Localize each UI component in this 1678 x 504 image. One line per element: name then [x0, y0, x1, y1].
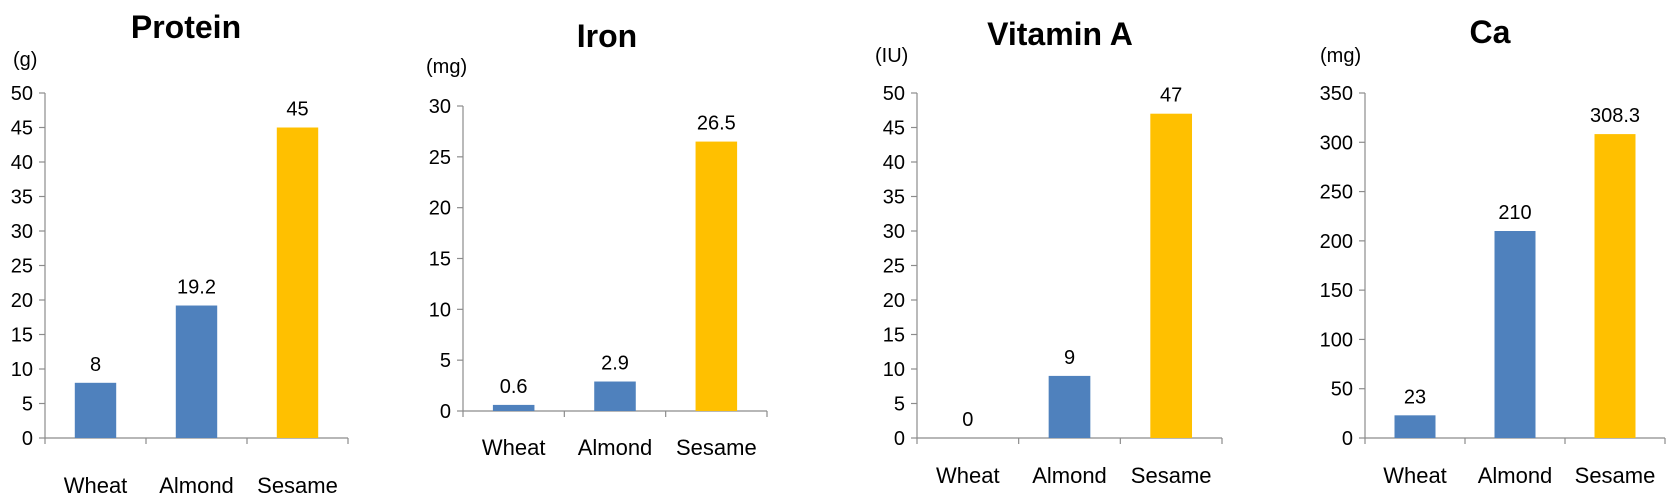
category-label: Wheat [64, 473, 128, 498]
category-label: Almond [1478, 463, 1553, 488]
y-tick-label: 300 [1320, 132, 1353, 154]
y-tick-label: 15 [883, 325, 905, 347]
y-tick-label: 20 [883, 290, 905, 312]
y-tick-label: 250 [1320, 182, 1353, 204]
category-label: Wheat [936, 463, 1000, 488]
data-label: 0 [962, 409, 973, 431]
unit-label: (g) [13, 49, 37, 71]
y-tick-label: 20 [11, 290, 33, 312]
y-tick-label: 45 [883, 118, 905, 140]
bar-almond [1494, 231, 1536, 438]
unit-label: (mg) [1320, 45, 1361, 67]
category-label: Almond [578, 435, 653, 460]
y-tick-label: 5 [440, 350, 451, 372]
category-label: Sesame [1131, 463, 1212, 488]
bar-sesame [1150, 113, 1193, 438]
category-label: Sesame [257, 473, 338, 498]
y-tick-label: 25 [11, 256, 33, 278]
bar-wheat [492, 404, 535, 411]
y-tick-label: 200 [1320, 231, 1353, 253]
y-tick-label: 25 [883, 256, 905, 278]
y-tick-label: 40 [11, 152, 33, 174]
category-label: Almond [159, 473, 234, 498]
category-label: Almond [1032, 463, 1107, 488]
y-tick-label: 15 [11, 325, 33, 347]
data-label: 210 [1498, 202, 1531, 224]
y-tick-label: 20 [429, 198, 451, 220]
data-label: 45 [286, 99, 308, 121]
chart-ca: Ca (mg) 0 50 100 150 200 250 300 350 23 Wheat 210 Alm… [1320, 14, 1666, 488]
bar-almond [1048, 375, 1091, 438]
data-label: 308.3 [1590, 105, 1640, 127]
y-tick-label: 25 [429, 147, 451, 169]
chart-vitamin-a: Vitamin A (IU) 0 5 10 15 20 25 30 35 40 45 50 0 Wheat 9… [875, 16, 1223, 488]
y-tick-label: 30 [429, 96, 451, 118]
y-tick-label: 45 [11, 118, 33, 140]
data-label: 8 [90, 354, 101, 376]
chart-title: Iron [577, 18, 637, 54]
y-tick-label: 10 [11, 359, 33, 381]
bar-sesame [276, 127, 319, 438]
unit-label: (IU) [875, 45, 908, 67]
y-tick-label: 350 [1320, 83, 1353, 105]
y-tick-label: 0 [894, 428, 905, 450]
y-tick-label: 50 [1331, 379, 1353, 401]
y-tick-label: 15 [429, 249, 451, 271]
data-label: 2.9 [601, 353, 629, 375]
y-tick-label: 0 [1342, 428, 1353, 450]
y-tick-label: 150 [1320, 280, 1353, 302]
bar-wheat [74, 382, 117, 438]
y-tick-label: 10 [429, 299, 451, 321]
bar-almond [594, 381, 636, 411]
y-tick-label: 40 [883, 152, 905, 174]
data-label: 19.2 [177, 277, 216, 299]
y-tick-label: 35 [883, 187, 905, 209]
chart-title: Ca [1470, 14, 1511, 50]
y-tick-label: 0 [22, 428, 33, 450]
y-tick-label: 5 [894, 394, 905, 416]
y-tick-label: 100 [1320, 329, 1353, 351]
y-tick-label: 30 [11, 221, 33, 243]
chart-title: Vitamin A [987, 16, 1133, 52]
category-label: Sesame [1575, 463, 1656, 488]
data-label: 23 [1404, 386, 1426, 408]
bar-sesame [695, 141, 738, 412]
y-tick-label: 35 [11, 187, 33, 209]
y-tick-label: 50 [883, 83, 905, 105]
data-label: 47 [1160, 85, 1182, 107]
chart-iron: Iron (mg) 0 5 10 15 20 25 30 0.6 Wheat 2.9 Almond 26.… [426, 18, 768, 460]
chart-protein: Protein (g) 0 5 10 15 20 25 30 35 40 45 50 8 Wheat 19.2… [11, 9, 349, 498]
category-label: Wheat [482, 435, 546, 460]
y-tick-label: 30 [883, 221, 905, 243]
data-label: 9 [1064, 347, 1075, 369]
y-tick-label: 0 [440, 401, 451, 423]
bar-almond [175, 305, 218, 438]
y-tick-label: 50 [11, 83, 33, 105]
bar-sesame [1594, 134, 1636, 438]
category-label: Wheat [1383, 463, 1447, 488]
chart-title: Protein [131, 9, 241, 45]
y-tick-label: 10 [883, 359, 905, 381]
unit-label: (mg) [426, 56, 467, 78]
data-label: 0.6 [500, 376, 528, 398]
y-tick-label: 5 [22, 394, 33, 416]
category-label: Sesame [676, 435, 757, 460]
data-label: 26.5 [697, 113, 736, 135]
bar-wheat [1394, 415, 1436, 438]
